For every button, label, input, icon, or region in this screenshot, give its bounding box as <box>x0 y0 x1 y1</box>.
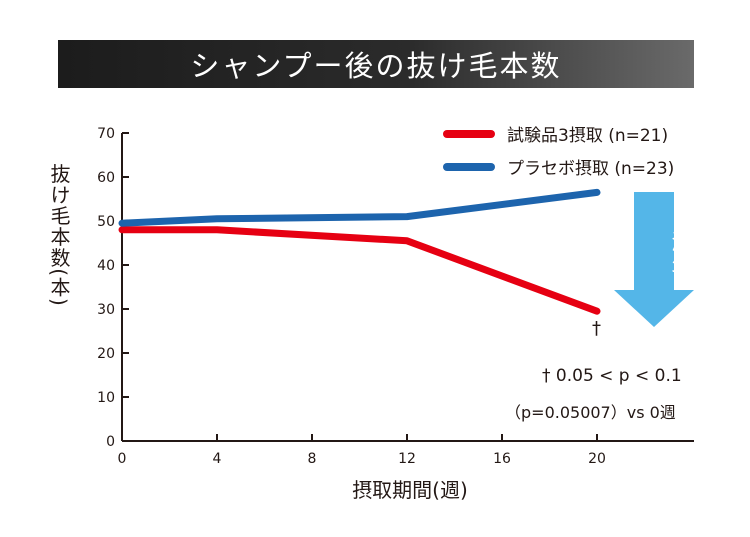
legend-label-placebo: プラセボ摂取 (n=23) <box>507 159 675 179</box>
series-lines <box>118 188 601 315</box>
y-tick-label: 0 <box>106 434 115 450</box>
x-axis-title: 摂取期間(週) <box>352 478 468 502</box>
x-tick-label: 0 <box>118 451 127 467</box>
decrease-label: 減少 <box>669 231 693 273</box>
series-line-1 <box>118 188 601 227</box>
y-tick-label: 70 <box>97 126 115 142</box>
legend-swatch-test <box>443 129 495 138</box>
y-tick-label: 10 <box>97 390 115 406</box>
title-banner: シャンプー後の抜け毛本数 <box>58 40 694 88</box>
legend-entry-test: 試験品3摂取 (n=21) <box>443 117 674 150</box>
tick-labels: 0 10 20 30 40 50 60 70 0 4 8 12 16 20 <box>97 126 606 467</box>
series-line-0 <box>118 226 601 315</box>
y-axis-title: 抜け毛本数(本) <box>47 163 71 307</box>
y-tick-label: 30 <box>97 302 115 318</box>
legend: 試験品3摂取 (n=21) プラセボ摂取 (n=23) <box>443 117 674 183</box>
x-tick-label: 4 <box>213 451 222 467</box>
down-arrow-icon <box>614 192 694 327</box>
significance-note: † 0.05 < p < 0.1 <box>542 366 682 386</box>
legend-swatch-placebo <box>443 162 495 171</box>
chart-title: シャンプー後の抜け毛本数 <box>190 49 562 83</box>
y-tick-label: 20 <box>97 346 115 362</box>
pvalue-note: （p=0.05007）vs 0週 <box>505 403 676 422</box>
significance-dagger: † <box>592 318 601 339</box>
x-tick-label: 20 <box>588 451 606 467</box>
x-tick-label: 8 <box>308 451 317 467</box>
x-tick-label: 12 <box>398 451 416 467</box>
legend-entry-placebo: プラセボ摂取 (n=23) <box>443 150 674 183</box>
y-tick-label: 40 <box>97 258 115 274</box>
legend-label-test: 試験品3摂取 (n=21) <box>507 126 669 146</box>
y-tick-label: 60 <box>97 170 115 186</box>
y-tick-label: 50 <box>97 214 115 230</box>
decrease-arrow: 減少 <box>614 192 694 327</box>
x-tick-label: 16 <box>493 451 511 467</box>
